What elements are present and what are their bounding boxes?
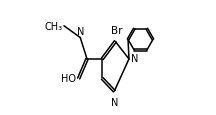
Text: CH₃: CH₃ — [45, 22, 63, 32]
Text: N: N — [111, 98, 118, 107]
Text: N: N — [77, 27, 84, 37]
Text: HO: HO — [61, 73, 76, 83]
Text: N: N — [132, 53, 139, 63]
Text: Br: Br — [111, 26, 122, 36]
